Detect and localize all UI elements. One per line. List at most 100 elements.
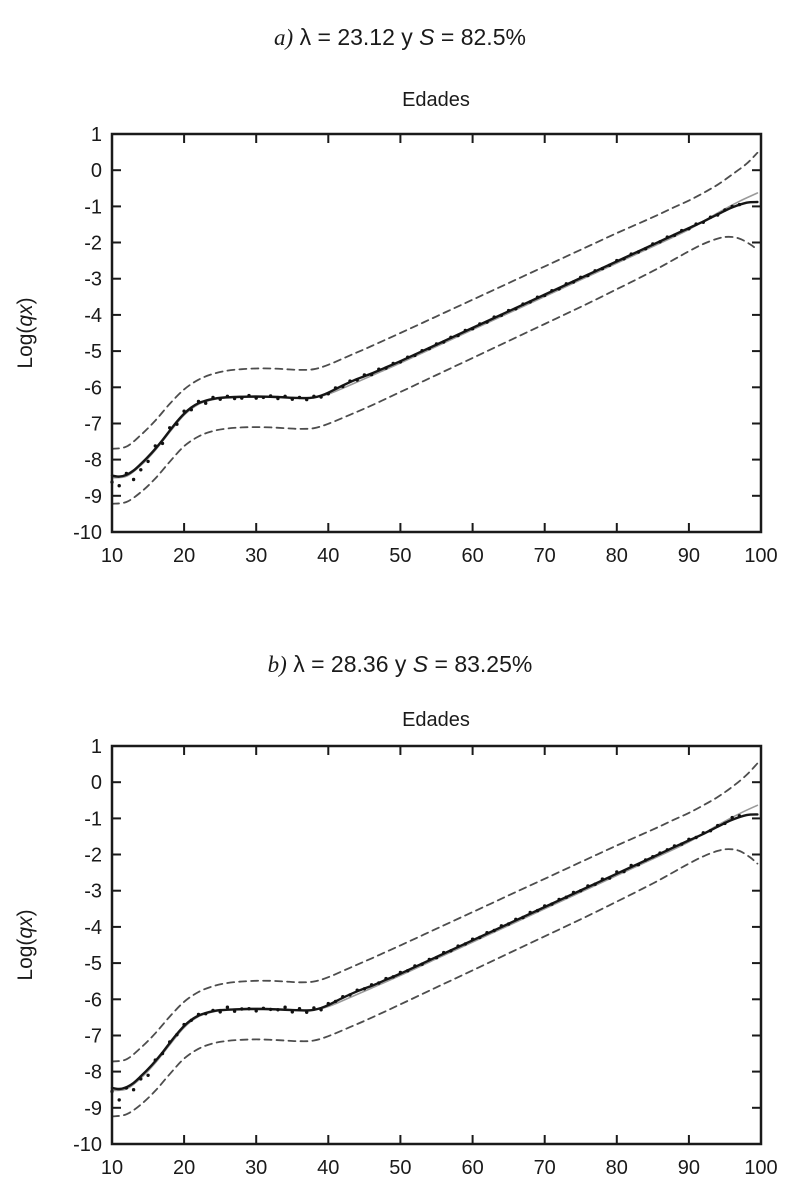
panel-a-plot: 10 20 30 40 50 60 70 80 90 10010-1-2-3-4-5-6-7-8-…	[73, 124, 778, 567]
data-point	[341, 995, 345, 999]
data-point	[225, 394, 230, 398]
data-point	[723, 208, 727, 212]
data-point	[254, 396, 258, 400]
data-point	[247, 1007, 251, 1011]
data-point	[434, 956, 439, 960]
data-point	[182, 409, 186, 413]
data-point	[160, 1051, 165, 1056]
data-point	[600, 266, 605, 271]
data-point	[470, 937, 475, 941]
data-point	[737, 202, 742, 207]
data-point	[211, 1008, 215, 1013]
x-tick-label: 60	[461, 545, 483, 567]
upper-confidence-band	[111, 762, 759, 1063]
data-point	[341, 384, 345, 389]
data-point	[658, 851, 662, 855]
data-point	[377, 367, 381, 371]
data-point	[485, 320, 489, 324]
x-tick-label: 100	[744, 1157, 777, 1179]
data-point	[492, 928, 496, 933]
data-point	[427, 346, 431, 351]
data-point	[593, 882, 597, 886]
x-tick-label: 90	[678, 1157, 700, 1179]
data-point	[672, 233, 677, 237]
panel-b-xaxis-title: Edades	[402, 709, 470, 731]
y-tick-label: -6	[84, 377, 102, 399]
data-point	[456, 333, 460, 338]
data-point	[124, 1086, 129, 1090]
y-tick-label: 1	[91, 124, 102, 146]
data-point	[362, 373, 367, 377]
x-tick-label: 40	[317, 1157, 339, 1179]
panel-a-ylabel: Log(qx)	[14, 297, 37, 368]
data-point	[182, 1022, 186, 1027]
data-point	[131, 477, 136, 482]
y-tick-label: 0	[91, 160, 102, 182]
axis-ticks	[111, 133, 762, 533]
lower-confidence-band	[111, 848, 759, 1118]
data-point	[629, 863, 633, 868]
data-point	[564, 895, 568, 899]
data-point	[406, 355, 410, 359]
x-tick-label: 80	[606, 545, 628, 567]
data-point	[701, 220, 705, 224]
panel-a-title-tail: = 82.5%	[435, 24, 526, 50]
data-point	[146, 459, 150, 464]
y-tick-label: -7	[84, 1025, 102, 1047]
panel-b-title-mid: λ = 28.36 y	[287, 651, 413, 677]
data-point	[406, 969, 410, 973]
data-point	[175, 422, 179, 426]
y-tick-label: -3	[84, 881, 102, 903]
y-tick-label: 0	[91, 772, 102, 794]
data-point	[607, 263, 612, 267]
data-point	[261, 1006, 266, 1010]
data-point	[297, 1007, 302, 1011]
data-point	[716, 213, 720, 217]
data-point	[651, 855, 655, 859]
data-point	[579, 889, 583, 893]
x-tick-label: 30	[245, 1157, 267, 1179]
data-point	[283, 394, 287, 398]
data-point	[499, 924, 504, 928]
lower-confidence-band	[111, 235, 759, 505]
upper-confidence-band	[111, 151, 759, 450]
data-point	[672, 844, 677, 848]
data-point	[305, 1010, 309, 1014]
data-point	[319, 1008, 323, 1012]
data-point	[384, 366, 388, 370]
panel-a-ylabel-qx: qx	[14, 303, 37, 327]
panel-a-title-mid: λ = 23.12 y	[293, 24, 419, 50]
data-point	[485, 931, 489, 935]
y-tick-label: -4	[84, 917, 102, 939]
data-point	[615, 258, 619, 263]
data-point	[189, 1018, 193, 1022]
data-point	[463, 942, 467, 946]
panel-a-xaxis-title: Edades	[402, 89, 470, 111]
data-point	[218, 397, 222, 401]
data-point	[319, 395, 323, 399]
data-point	[391, 975, 395, 979]
data-point	[232, 1009, 237, 1013]
data-point	[297, 395, 302, 400]
panel-a-title-s: S	[419, 24, 435, 50]
data-point	[139, 468, 143, 472]
y-tick-label: -2	[84, 233, 102, 255]
x-tick-label: 60	[461, 1157, 483, 1179]
data-point	[701, 831, 705, 835]
data-point	[427, 957, 431, 962]
data-point	[687, 837, 691, 841]
data-point	[643, 247, 648, 251]
data-point	[492, 315, 496, 319]
x-tick-label: 80	[606, 1157, 628, 1179]
data-point	[369, 372, 374, 377]
data-point	[680, 842, 684, 846]
data-point	[708, 829, 713, 833]
data-point	[528, 910, 532, 915]
data-point	[146, 1073, 150, 1078]
y-tick-label: -2	[84, 845, 102, 867]
data-point	[571, 890, 576, 895]
data-point	[355, 988, 359, 992]
data-point	[571, 280, 576, 284]
x-tick-label: 20	[173, 545, 195, 567]
